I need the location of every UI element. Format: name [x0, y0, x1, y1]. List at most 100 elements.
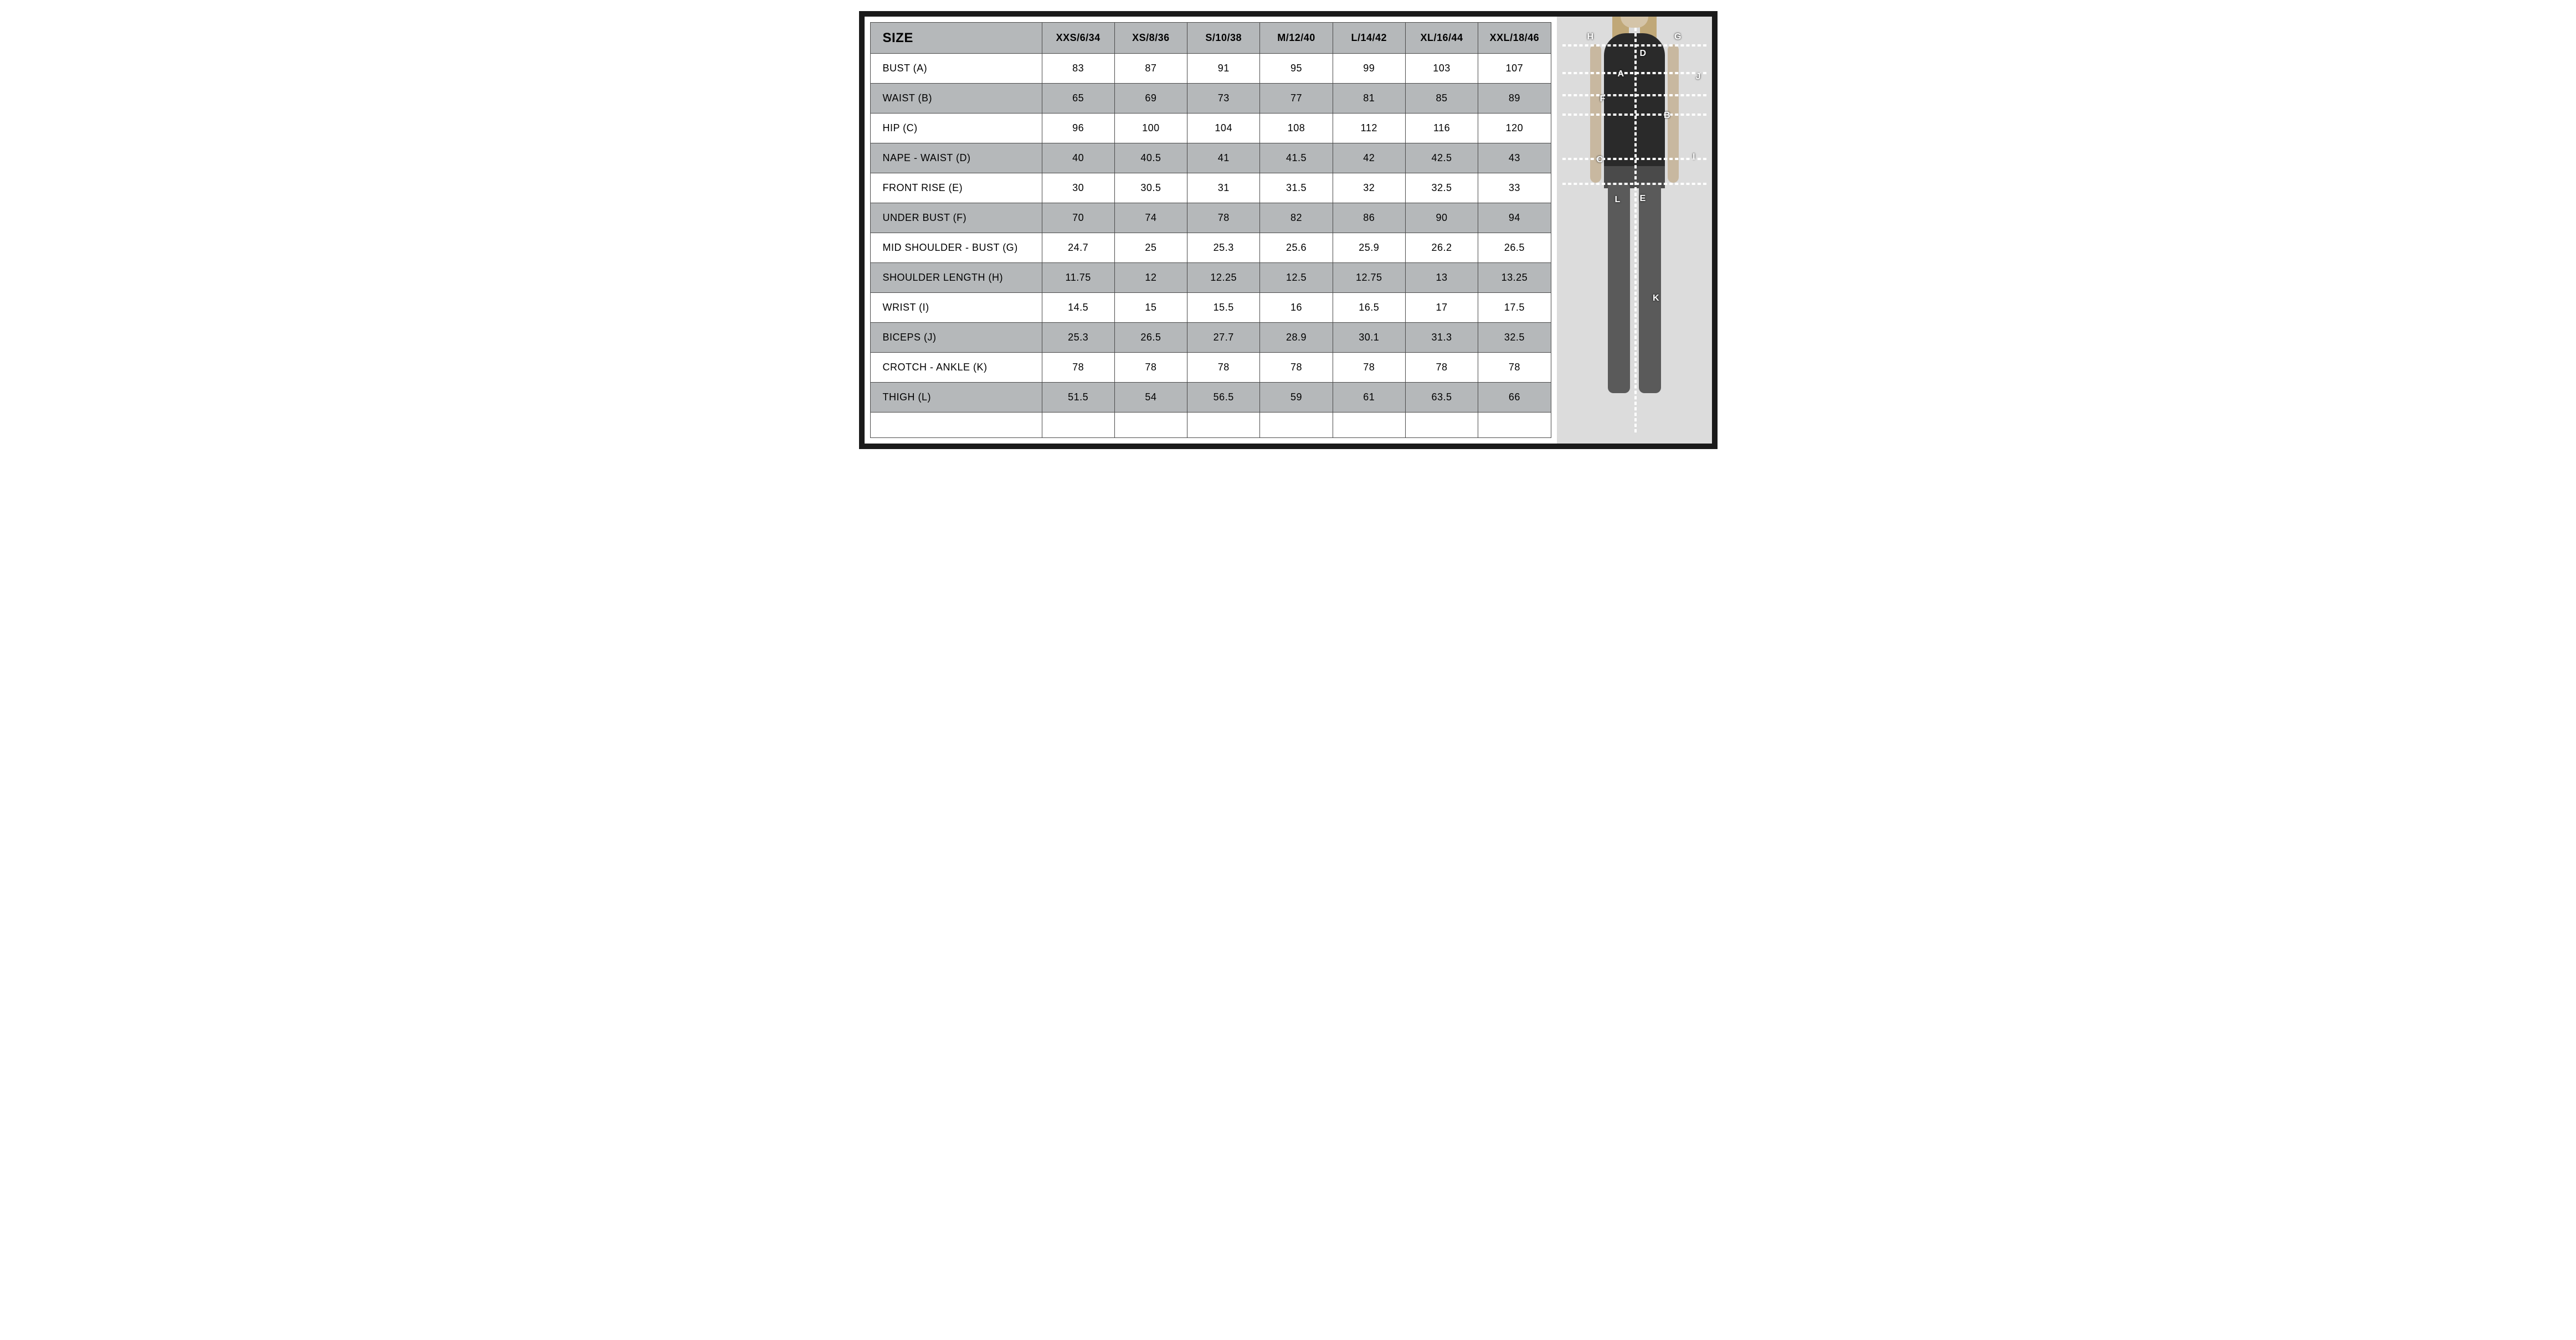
data-cell: 40	[1042, 143, 1114, 173]
data-cell: 69	[1114, 84, 1187, 114]
data-cell: 42	[1333, 143, 1405, 173]
row-label: BUST (A)	[870, 54, 1042, 84]
guide-label: E	[1640, 194, 1646, 204]
empty-cell	[1187, 413, 1260, 438]
data-cell: 73	[1187, 84, 1260, 114]
table-row: CROTCH - ANKLE (K)78787878787878	[870, 353, 1551, 383]
data-cell: 54	[1114, 383, 1187, 413]
data-cell: 40.5	[1114, 143, 1187, 173]
guide-label: J	[1696, 72, 1701, 82]
data-cell: 12.25	[1187, 263, 1260, 293]
data-cell: 74	[1114, 203, 1187, 233]
data-cell: 26.5	[1114, 323, 1187, 353]
data-cell: 12	[1114, 263, 1187, 293]
guide-label: G	[1674, 32, 1681, 42]
size-chart-container: SIZE XXS/6/34XS/8/36S/10/38M/12/40L/14/4…	[859, 11, 1718, 449]
header-col: S/10/38	[1187, 23, 1260, 54]
size-table-body: BUST (A)8387919599103107WAIST (B)6569737…	[870, 54, 1551, 438]
row-label: NAPE - WAIST (D)	[870, 143, 1042, 173]
data-cell: 13.25	[1478, 263, 1551, 293]
data-cell: 66	[1478, 383, 1551, 413]
data-cell: 82	[1260, 203, 1333, 233]
data-cell: 107	[1478, 54, 1551, 84]
size-table-zone: SIZE XXS/6/34XS/8/36S/10/38M/12/40L/14/4…	[865, 17, 1557, 444]
empty-cell	[1405, 413, 1478, 438]
data-cell: 26.5	[1478, 233, 1551, 263]
data-cell: 27.7	[1187, 323, 1260, 353]
data-cell: 17.5	[1478, 293, 1551, 323]
data-cell: 108	[1260, 114, 1333, 143]
data-cell: 61	[1333, 383, 1405, 413]
guide-label: B	[1664, 111, 1670, 121]
data-cell: 15.5	[1187, 293, 1260, 323]
data-cell: 78	[1260, 353, 1333, 383]
data-cell: 91	[1187, 54, 1260, 84]
table-row: NAPE - WAIST (D)4040.54141.54242.543	[870, 143, 1551, 173]
data-cell: 17	[1405, 293, 1478, 323]
data-cell: 59	[1260, 383, 1333, 413]
header-col: XS/8/36	[1114, 23, 1187, 54]
empty-cell	[1042, 413, 1114, 438]
table-row: FRONT RISE (E)3030.53131.53232.533	[870, 173, 1551, 203]
table-row: HIP (C)96100104108112116120	[870, 114, 1551, 143]
data-cell: 31	[1187, 173, 1260, 203]
table-row: WAIST (B)65697377818589	[870, 84, 1551, 114]
empty-cell	[870, 413, 1042, 438]
header-size-label: SIZE	[870, 23, 1042, 54]
data-cell: 120	[1478, 114, 1551, 143]
row-label: SHOULDER LENGTH (H)	[870, 263, 1042, 293]
data-cell: 116	[1405, 114, 1478, 143]
data-cell: 25.6	[1260, 233, 1333, 263]
table-row: BICEPS (J)25.326.527.728.930.131.332.5	[870, 323, 1551, 353]
table-row: BUST (A)8387919599103107	[870, 54, 1551, 84]
data-cell: 43	[1478, 143, 1551, 173]
data-cell: 15	[1114, 293, 1187, 323]
guide-label: A	[1618, 69, 1624, 79]
table-row: UNDER BUST (F)70747882869094	[870, 203, 1551, 233]
data-cell: 90	[1405, 203, 1478, 233]
body-silhouette	[1593, 17, 1676, 432]
data-cell: 42.5	[1405, 143, 1478, 173]
guide-label: F	[1600, 94, 1606, 104]
data-cell: 30	[1042, 173, 1114, 203]
guide-label: I	[1693, 152, 1695, 162]
guide-label: L	[1615, 195, 1621, 205]
empty-cell	[1333, 413, 1405, 438]
data-cell: 32	[1333, 173, 1405, 203]
table-row: SHOULDER LENGTH (H)11.751212.2512.512.75…	[870, 263, 1551, 293]
data-cell: 56.5	[1187, 383, 1260, 413]
data-cell: 32.5	[1478, 323, 1551, 353]
guide-label: D	[1640, 49, 1647, 59]
data-cell: 78	[1042, 353, 1114, 383]
table-row: MID SHOULDER - BUST (G)24.72525.325.625.…	[870, 233, 1551, 263]
data-cell: 103	[1405, 54, 1478, 84]
data-cell: 78	[1405, 353, 1478, 383]
data-cell: 41	[1187, 143, 1260, 173]
data-cell: 16.5	[1333, 293, 1405, 323]
data-cell: 94	[1478, 203, 1551, 233]
guide-label: K	[1653, 293, 1659, 303]
row-label: THIGH (L)	[870, 383, 1042, 413]
data-cell: 81	[1333, 84, 1405, 114]
data-cell: 78	[1187, 353, 1260, 383]
data-cell: 30.5	[1114, 173, 1187, 203]
empty-cell	[1260, 413, 1333, 438]
data-cell: 96	[1042, 114, 1114, 143]
table-row-empty	[870, 413, 1551, 438]
row-label: MID SHOULDER - BUST (G)	[870, 233, 1042, 263]
data-cell: 26.2	[1405, 233, 1478, 263]
data-cell: 104	[1187, 114, 1260, 143]
header-col: XXL/18/46	[1478, 23, 1551, 54]
size-table: SIZE XXS/6/34XS/8/36S/10/38M/12/40L/14/4…	[870, 22, 1551, 438]
header-col: XXS/6/34	[1042, 23, 1114, 54]
row-label: HIP (C)	[870, 114, 1042, 143]
row-label: CROTCH - ANKLE (K)	[870, 353, 1042, 383]
figure-leg	[1608, 183, 1630, 393]
figure-torso	[1604, 33, 1665, 177]
data-cell: 112	[1333, 114, 1405, 143]
data-cell: 87	[1114, 54, 1187, 84]
data-cell: 83	[1042, 54, 1114, 84]
empty-cell	[1478, 413, 1551, 438]
row-label: UNDER BUST (F)	[870, 203, 1042, 233]
data-cell: 86	[1333, 203, 1405, 233]
